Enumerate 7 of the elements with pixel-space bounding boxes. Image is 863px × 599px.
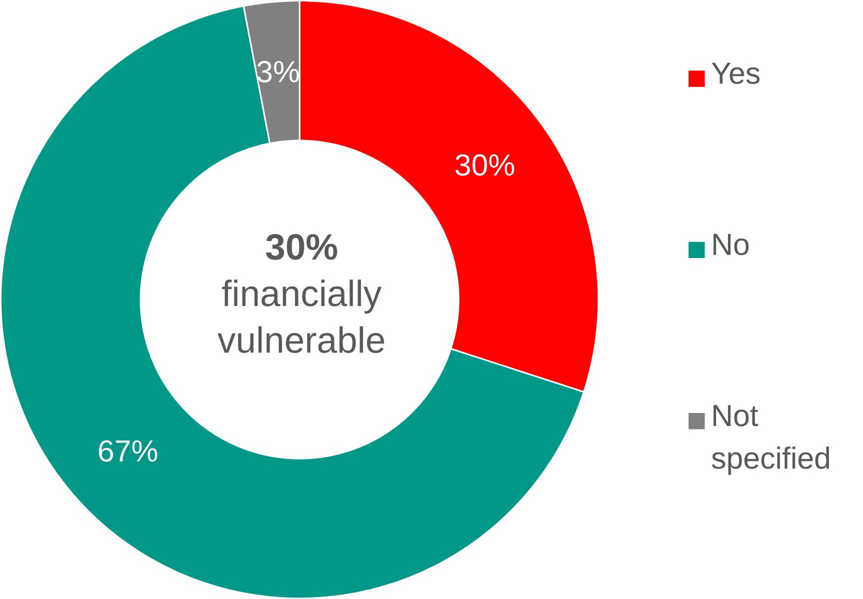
legend-label: No	[714, 234, 749, 256]
legend-label: Yes	[712, 62, 760, 84]
text: 30% financially vulnerable	[218, 234, 384, 353]
data-label: 30%	[456, 154, 514, 176]
data-label: 3%	[257, 60, 299, 82]
legend-label: Not specified	[712, 405, 830, 475]
data-label: 67%	[98, 440, 158, 462]
